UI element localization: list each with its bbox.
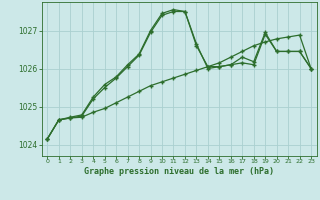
X-axis label: Graphe pression niveau de la mer (hPa): Graphe pression niveau de la mer (hPa) xyxy=(84,167,274,176)
